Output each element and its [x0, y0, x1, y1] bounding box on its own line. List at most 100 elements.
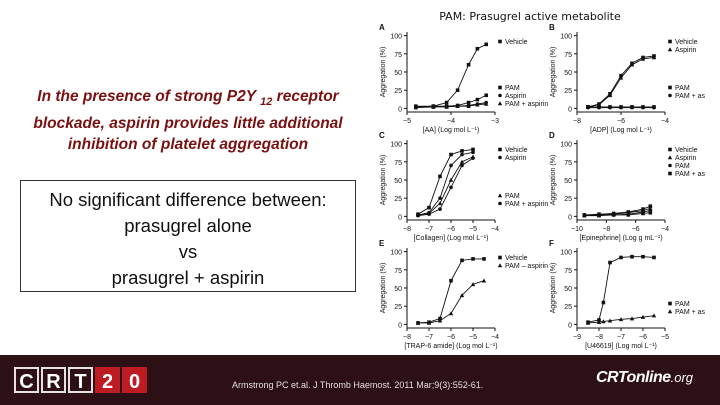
legend-marker — [498, 39, 502, 44]
conclusion-line: vs — [178, 241, 198, 262]
legend-label: Vehicle — [505, 147, 528, 154]
legend-marker — [668, 147, 672, 152]
panel-letter: B — [549, 23, 555, 32]
data-point — [475, 97, 480, 102]
y-tick-label: 100 — [390, 34, 402, 41]
x-axis-label: [ADP] (Log mol L⁻¹) — [590, 127, 652, 134]
x-tick-label: −6 — [632, 226, 640, 233]
data-point — [619, 105, 623, 110]
chart-panel-c: C 0 25 50 75 100 −8 −7 −6 −5 −4[Collagen] (Log mol… — [379, 131, 548, 242]
data-point — [470, 282, 476, 287]
x-tick-label: −4 — [491, 226, 499, 233]
conclusion-line: prasugrel alone — [124, 215, 252, 236]
data-point — [460, 149, 464, 153]
legend-label: Vehicle — [675, 147, 698, 154]
data-point — [416, 213, 420, 218]
data-point — [484, 93, 488, 98]
legend-label: Aspirin — [675, 155, 697, 162]
data-point — [607, 93, 613, 98]
data-point — [597, 213, 601, 218]
data-point — [630, 105, 634, 110]
key-message-before: In the presence of strong P2Y — [37, 88, 261, 105]
data-point — [651, 313, 657, 318]
x-tick-label: −5 — [403, 118, 411, 125]
logo-letter: 2 — [95, 367, 120, 393]
legend-marker — [498, 255, 502, 260]
legend-marker — [668, 163, 672, 168]
legend-label: Vehicle — [505, 39, 528, 46]
x-tick-label: −4 — [447, 118, 455, 125]
data-point — [641, 254, 645, 259]
legend-label: PAM + aspirin — [675, 309, 705, 316]
y-tick-label: 100 — [390, 250, 402, 257]
legend-marker — [668, 85, 672, 90]
x-tick-label: −8 — [602, 226, 610, 233]
data-point — [444, 104, 449, 109]
series-line — [417, 156, 474, 216]
conclusion-line: prasugrel + aspirin — [111, 267, 265, 288]
x-tick-label: −5 — [469, 226, 477, 233]
data-point — [444, 100, 449, 105]
y-tick-label: 50 — [564, 70, 572, 77]
logo-letter: R — [41, 367, 66, 393]
y-axis-label: Aggregation (%) — [550, 263, 557, 314]
key-message-subscript: 12 — [260, 96, 273, 109]
series-line — [417, 149, 474, 215]
data-point — [427, 205, 431, 210]
data-point — [629, 62, 635, 67]
y-tick-label: 75 — [394, 160, 402, 167]
legend-label: Aspirin — [675, 47, 697, 54]
x-tick-label: −8 — [595, 334, 603, 341]
data-point — [455, 103, 460, 108]
x-tick-label: −10 — [571, 226, 583, 233]
x-tick-label: −4 — [491, 334, 499, 341]
figure-title: PAM: Prasugrel active metabolite — [439, 10, 621, 23]
data-point — [471, 156, 475, 160]
y-axis-label: Aggregation (%) — [380, 263, 387, 314]
chart-panel-e: E 0 25 50 75 100 −8 −7 −6 −5 −4 [TRAP-6 amide] (Log… — [379, 239, 548, 350]
data-point — [626, 213, 631, 217]
data-point — [449, 278, 453, 283]
logo-brand: CRTonline — [596, 369, 671, 386]
series-line — [418, 280, 485, 324]
x-tick-label: −9 — [573, 334, 581, 341]
y-tick-label: 50 — [394, 70, 402, 77]
data-point — [471, 150, 475, 155]
data-point — [608, 260, 612, 265]
y-tick-label: 25 — [564, 196, 572, 203]
legend-marker — [668, 93, 672, 98]
legend-marker — [668, 39, 672, 44]
x-tick-label: −5 — [661, 334, 669, 341]
data-point — [586, 105, 590, 110]
legend-label: PAM – aspirin — [505, 263, 548, 270]
data-point — [629, 316, 635, 321]
legend-marker — [667, 309, 673, 314]
x-tick-label: −7 — [617, 334, 625, 341]
data-point — [641, 105, 645, 110]
panel-letter: C — [379, 131, 385, 140]
conclusion-box: No significant difference between: prasu… — [20, 180, 356, 292]
legend-label: PAM + aspirin — [505, 101, 548, 108]
y-tick-label: 75 — [564, 52, 572, 59]
conclusion-line: No significant difference between: — [49, 189, 327, 210]
series-line — [417, 157, 474, 217]
legend-label: PAM + aspirin — [675, 93, 705, 100]
data-point — [640, 56, 646, 61]
legend-label: PAM — [505, 85, 520, 92]
y-axis-label: Aggregation (%) — [380, 47, 387, 98]
y-tick-label: 100 — [390, 142, 402, 149]
x-tick-label: −8 — [573, 118, 581, 125]
legend-marker — [498, 147, 502, 152]
legend-marker — [498, 85, 502, 90]
data-point — [459, 293, 465, 298]
y-tick-label: 100 — [560, 142, 572, 149]
x-tick-label: −8 — [403, 334, 411, 341]
panel-letter: D — [549, 131, 555, 140]
legend-label: PAM + aspirin — [505, 201, 548, 208]
data-point — [652, 105, 656, 110]
x-axis-label: [AA] (Log mol L⁻¹) — [423, 127, 480, 134]
legend-marker — [497, 101, 503, 106]
legend-marker — [497, 193, 503, 198]
x-tick-label: −8 — [403, 226, 411, 233]
data-point — [437, 201, 443, 206]
